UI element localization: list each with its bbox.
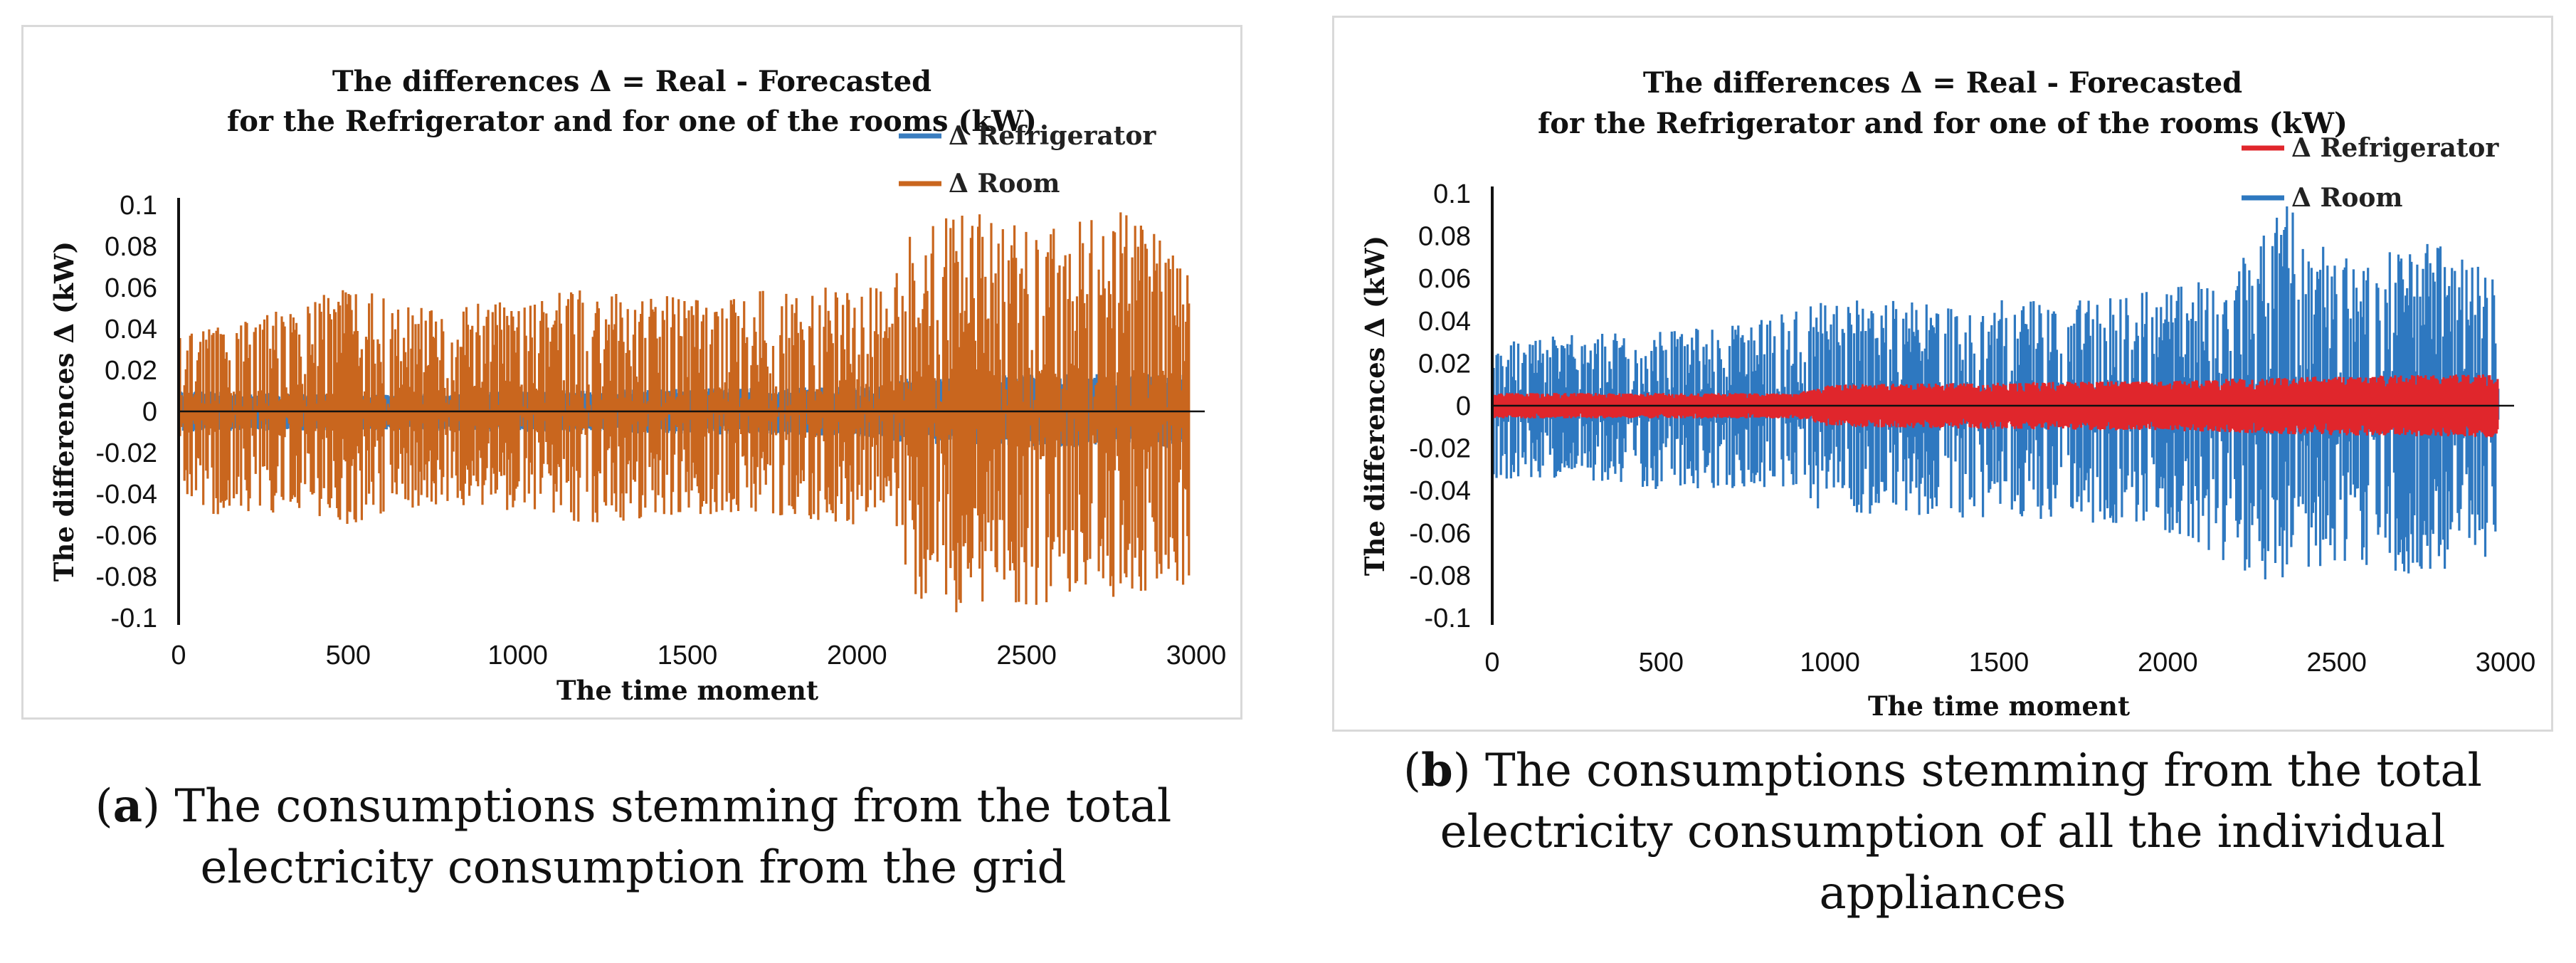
x-tick-label: 1500	[658, 641, 718, 670]
caption-text: ) The consumptions stemming from the tot…	[142, 780, 1172, 894]
y-tick-label: -0.04	[1409, 476, 1471, 506]
x-tick-label: 1500	[1969, 648, 2029, 678]
y-tick-label: 0	[1456, 391, 1471, 421]
y-tick-label: 0.02	[105, 356, 157, 386]
caption-letter: b	[1420, 744, 1453, 797]
y-tick-label: -0.06	[1409, 519, 1471, 549]
legend-label: Δ Refrigerator	[2291, 133, 2499, 163]
legend-label: Δ Refrigerator	[949, 121, 1156, 151]
series-line	[177, 212, 1191, 613]
x-tick-label: 3000	[1166, 641, 1227, 670]
x-tick-label: 2500	[2306, 648, 2367, 678]
chart-a: The differences Δ = Real - Forecasted for…	[48, 65, 1227, 706]
y-tick-label: 0.02	[1418, 349, 1471, 379]
legend: Δ Refrigerator Δ Room	[899, 121, 1156, 199]
x-axis-label: The time moment	[1868, 690, 2130, 722]
y-tick-label: 0.1	[1433, 179, 1471, 209]
y-axis-label: The differences Δ (kW)	[1359, 236, 1390, 576]
caption-letter: a	[112, 779, 143, 833]
x-axis-label: The time moment	[556, 675, 818, 706]
chart-b: The differences Δ = Real - Forecasted for…	[1359, 66, 2536, 722]
legend-label: Δ Room	[949, 169, 1060, 199]
y-tick-label: -0.02	[1409, 434, 1471, 464]
y-tick-label: 0.08	[105, 232, 157, 262]
y-tick-label: -0.1	[111, 604, 157, 633]
x-tick-label: 2000	[2138, 648, 2198, 678]
x-tick-label: 1000	[487, 641, 548, 670]
chart-panel-a: The differences Δ = Real - Forecasted for…	[21, 25, 1242, 720]
chart-panel-b: The differences Δ = Real - Forecasted for…	[1332, 16, 2553, 732]
y-axis-label: The differences Δ (kW)	[48, 241, 80, 582]
y-tick-label: 0.04	[1418, 307, 1471, 337]
legend: Δ Refrigerator Δ Room	[2242, 133, 2499, 213]
legend-label: Δ Room	[2291, 183, 2403, 213]
y-tick-label: 0.08	[1418, 222, 1471, 252]
y-tick-label: -0.04	[95, 480, 157, 510]
x-tick-label: 3000	[2476, 648, 2536, 678]
x-tick-label: 500	[1639, 648, 1684, 678]
chart-title-line: for the Refrigerator and for one of the …	[1538, 107, 2348, 140]
x-tick-label: 2500	[996, 641, 1057, 670]
x-tick-label: 500	[326, 641, 371, 670]
caption-a: (a) The consumptions stemming from the t…	[95, 779, 1172, 894]
y-tick-label: -0.06	[95, 521, 157, 551]
y-tick-label: 0.06	[1418, 264, 1471, 294]
chart-title-line: for the Refrigerator and for one of the …	[227, 105, 1037, 138]
y-tick-label: -0.1	[1425, 604, 1471, 633]
x-tick-label: 0	[1484, 648, 1499, 678]
x-tick-label: 1000	[1800, 648, 1860, 678]
x-tick-label: 0	[171, 641, 186, 670]
chart-title-line: The differences Δ = Real - Forecasted	[332, 65, 931, 98]
y-tick-label: 0.06	[105, 273, 157, 303]
y-tick-label: -0.02	[95, 438, 157, 468]
y-tick-label: 0.04	[105, 315, 157, 344]
series-room	[177, 212, 1191, 613]
y-tick-label: -0.08	[1409, 561, 1471, 591]
y-tick-label: 0.1	[120, 191, 157, 221]
caption-text: ) The consumptions stemming from the tot…	[1440, 744, 2482, 920]
y-tick-label: 0	[142, 397, 157, 427]
x-tick-label: 2000	[827, 641, 887, 670]
chart-title-line: The differences Δ = Real - Forecasted	[1643, 66, 2242, 100]
y-tick-label: -0.08	[95, 562, 157, 592]
caption-b: (b) The consumptions stemming from the t…	[1403, 744, 2482, 920]
